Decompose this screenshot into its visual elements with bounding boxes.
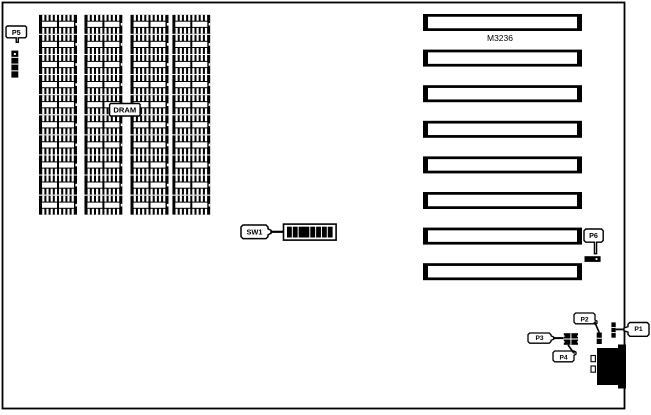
svg-text:P3: P3 <box>535 335 543 342</box>
svg-text:DRAM: DRAM <box>113 106 136 115</box>
svg-text:M3236: M3236 <box>487 33 513 43</box>
svg-text:P2: P2 <box>580 317 588 324</box>
svg-text:P6: P6 <box>589 231 598 240</box>
svg-text:P5: P5 <box>12 28 21 37</box>
svg-text:P1: P1 <box>634 326 643 333</box>
svg-text:P4: P4 <box>559 355 567 362</box>
svg-text:SW1: SW1 <box>246 227 262 236</box>
